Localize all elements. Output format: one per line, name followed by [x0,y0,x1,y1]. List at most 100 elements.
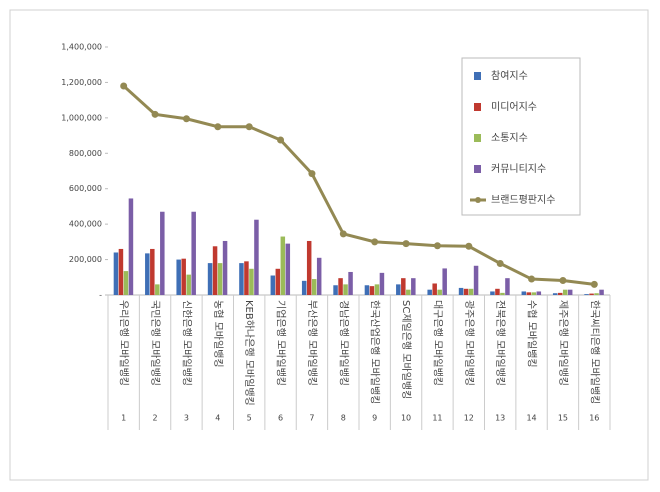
y-tick-label: 200,000 [69,255,102,264]
x-tick-label: 한국씨티은행 모바일뱅킹 [588,300,600,404]
bar [379,272,385,295]
bar [191,211,196,295]
bar [316,257,322,295]
line-marker [339,230,347,238]
line-marker [308,170,316,178]
legend-label: 참여지수 [491,70,528,82]
x-tick-label: 한국산업은행 모바일뱅킹 [369,300,382,404]
bar [594,293,599,295]
legend-swatch [475,197,481,203]
x-tick-label: 기업은행 모바일뱅킹 [275,300,288,386]
bar [217,263,223,295]
x-tick-label: 우리은행 모바일뱅킹 [118,300,130,386]
bar [521,291,527,295]
bar [552,293,558,295]
bar [285,243,291,295]
x-rank-label: 16 [589,414,599,423]
bar [567,289,573,295]
x-rank-label: 15 [558,414,568,423]
bar [531,292,537,295]
bar [411,278,416,295]
y-tick-label: 400,000 [69,220,102,229]
line-marker [590,280,598,288]
line-marker [528,275,536,283]
legend-box [461,57,581,216]
bar [348,271,353,295]
line-marker [559,276,567,284]
bar [396,284,401,295]
x-rank-label: 3 [184,414,189,423]
x-rank-label: 14 [526,414,536,423]
x-tick-label: SC제일은행 모바일뱅킹 [400,300,412,399]
bar [306,240,312,295]
bar [427,289,432,295]
bar [212,246,218,295]
bar [254,219,259,295]
x-rank-label: 11 [432,414,442,423]
x-rank-label: 12 [464,414,474,423]
bar [207,263,213,295]
bar [301,280,307,295]
legend-label: 브랜드평판지수 [491,194,555,206]
bar [113,252,119,295]
line [122,84,595,286]
bar [589,293,594,295]
bar [599,289,604,295]
x-tick-label: 광주은행 모바일뱅킹 [463,300,475,386]
line-marker [371,238,379,246]
line-marker [496,259,504,267]
line-marker [433,242,441,250]
bar [495,288,500,295]
bar [155,284,160,295]
x-rank-label: 2 [153,414,158,423]
bar [473,265,479,295]
bar [490,291,495,295]
line-marker [402,240,410,248]
line-marker [465,242,473,250]
legend-swatch [474,72,481,80]
bar [275,268,281,295]
x-rank-label: 5 [247,414,252,423]
y-tick-label: 800,000 [69,149,102,158]
bar [249,268,254,295]
line-marker [182,115,190,123]
bar [128,198,134,295]
legend-swatch [474,134,481,142]
bar [557,292,563,295]
bar [536,291,542,295]
x-tick-label: 전북은행 모바일뱅킹 [494,300,506,386]
x-rank-label: 9 [372,414,377,423]
bar [150,248,155,295]
x-tick-label: 신한은행 모바일뱅킹 [180,300,192,386]
x-tick-label: KEB하나은행 모바일뱅킹 [243,300,256,406]
bar [181,258,186,295]
bar [437,289,442,295]
y-tick-label: - [99,291,102,300]
bar [123,271,129,295]
bar [374,284,380,295]
bar [562,289,568,295]
bar [584,294,589,295]
bar [401,278,406,295]
y-tick-label: 1,400,000 [61,43,102,52]
x-rank-label: 8 [341,414,346,423]
x-tick-label: 국민은행 모바일뱅킹 [149,300,161,386]
x-rank-label: 4 [215,414,220,423]
bar [338,278,343,295]
x-tick-label: 농협 모바일뱅킹 [212,300,225,368]
x-tick-label: 경남은행 모바일뱅킹 [337,300,350,386]
bar [270,275,276,295]
legend-label: 커뮤니티지수 [491,163,546,175]
x-rank-label: 13 [495,414,505,423]
line-marker [120,82,128,90]
line-marker [151,110,159,118]
line-marker [245,123,253,131]
bar [160,211,165,295]
x-tick-label: 부산은행 모바일뱅킹 [306,300,318,386]
x-rank-label: 7 [309,414,314,423]
x-rank-label: 1 [121,414,126,423]
bar [369,286,375,295]
line-marker [214,123,222,131]
bar [432,283,437,295]
